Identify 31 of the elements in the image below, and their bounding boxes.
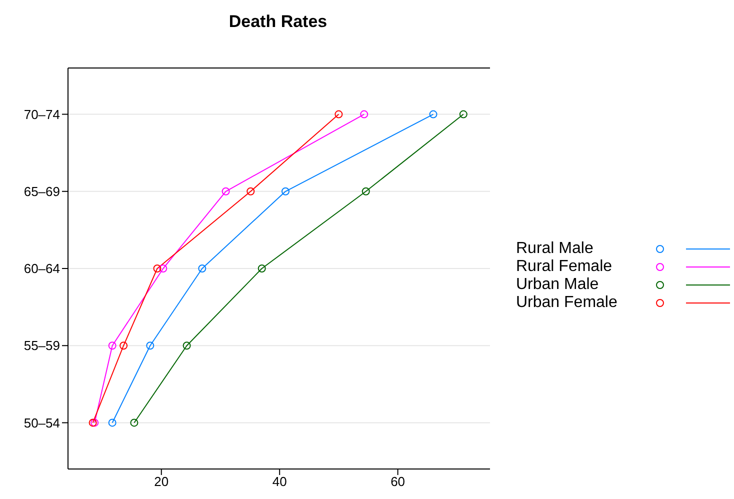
point <box>246 187 255 196</box>
point <box>282 187 290 196</box>
x-tick-label: 60 <box>390 474 406 490</box>
y-tick-label: 55–59 <box>24 338 60 354</box>
y-tick-label: 50–54 <box>24 415 60 430</box>
point <box>258 264 266 272</box>
text: Urban Male <box>516 276 600 294</box>
point <box>130 418 138 427</box>
point <box>108 418 116 427</box>
point <box>182 342 191 350</box>
point <box>146 342 154 350</box>
point <box>459 110 468 118</box>
point <box>198 264 206 272</box>
point <box>159 264 168 272</box>
y-tick-label: 70–74 <box>24 106 60 122</box>
text: Rural Female <box>516 258 614 276</box>
point <box>360 110 368 118</box>
chart-title: Death Rates <box>228 12 328 32</box>
point <box>120 342 128 350</box>
x-tick-label: 20 <box>154 474 169 490</box>
point <box>108 342 116 350</box>
point <box>334 110 343 118</box>
x-tick-label: 40 <box>272 474 287 490</box>
text: Rural Male <box>516 240 594 258</box>
y-tick-label: 60–64 <box>24 261 60 276</box>
text: Urban Female <box>516 294 618 312</box>
point <box>222 187 230 196</box>
y-tick-label: 65–69 <box>24 184 60 199</box>
point <box>429 110 438 118</box>
point <box>362 187 370 196</box>
point <box>153 264 162 272</box>
